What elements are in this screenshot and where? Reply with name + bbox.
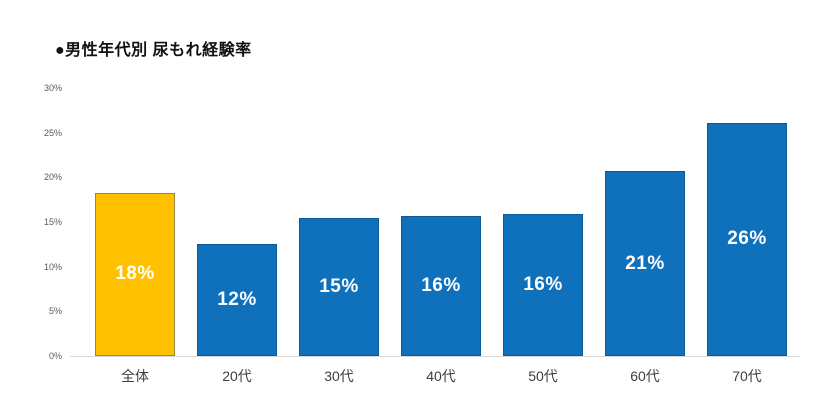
bar-value-label: 18% [115, 263, 155, 285]
chart-bar: 21% [605, 171, 685, 356]
bar-value-label: 16% [523, 273, 563, 295]
chart-bar: 16% [503, 213, 583, 356]
y-tick-label: 15% [43, 217, 62, 227]
x-tick-label: 全体 [121, 368, 149, 384]
y-tick-label: 30% [43, 83, 62, 93]
x-tick-label: 70代 [732, 368, 762, 384]
chart-title: ●男性年代別 尿もれ経験率 [55, 42, 252, 59]
y-tick-label: 10% [43, 261, 62, 272]
chart-bar-highlight: 18% [95, 192, 175, 356]
bar-value-label: 26% [727, 228, 767, 250]
bar-value-label: 21% [625, 252, 665, 274]
y-tick-label: 5% [48, 306, 62, 317]
y-tick-label: 25% [43, 127, 62, 138]
chart-bar: 15% [299, 217, 379, 356]
chart-bar: 16% [401, 215, 481, 356]
bar-value-label: 12% [217, 289, 257, 311]
x-tick-label: 40代 [426, 368, 456, 384]
x-tick-label: 20代 [222, 368, 252, 384]
bar-value-label: 16% [421, 274, 461, 296]
x-tick-label: 50代 [528, 368, 558, 384]
bar-value-label: 15% [319, 275, 359, 297]
x-tick-label: 30代 [324, 368, 354, 384]
y-tick-label: 0% [48, 351, 62, 361]
y-tick-label: 20% [43, 172, 62, 183]
x-axis-line [70, 356, 800, 357]
x-tick-label: 60代 [630, 368, 660, 384]
chart-bar: 12% [197, 244, 277, 356]
chart-bar: 26% [707, 122, 787, 356]
